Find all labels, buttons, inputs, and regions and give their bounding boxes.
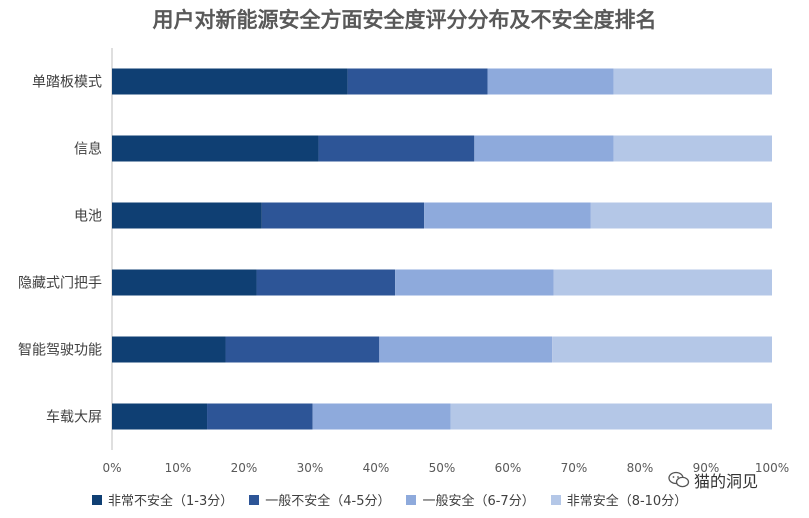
bar-6-series-2 (207, 403, 313, 430)
bar-5-series-3 (379, 336, 553, 363)
x-tick-label: 100% (755, 461, 789, 475)
bar-3-series-1 (112, 202, 262, 229)
x-tick-label: 80% (627, 461, 654, 475)
watermark-text: 猫的洞见 (694, 472, 759, 491)
x-tick-label: 60% (495, 461, 522, 475)
bar-1-series-3 (487, 68, 614, 95)
bar-1-series-2 (347, 68, 488, 95)
category-label: 电池 (74, 209, 102, 225)
x-tick-label: 40% (363, 461, 390, 475)
legend-label: 一般不安全（4-5分） (265, 494, 391, 509)
x-tick-label: 50% (429, 461, 456, 475)
bar-4-series-4 (553, 269, 772, 296)
legend-item-4: 非常安全（8-10分） (550, 490, 688, 509)
category-label: 信息 (74, 141, 102, 158)
bar-5-series-4 (552, 336, 772, 363)
x-tick-label: 0% (102, 461, 121, 475)
bar-3-series-4 (590, 202, 772, 229)
legend-swatch (92, 494, 102, 505)
legend-swatch (249, 494, 260, 505)
category-label: 单踏板模式 (32, 75, 102, 91)
bar-6-series-3 (312, 403, 451, 430)
legend-swatch (550, 494, 561, 505)
legend-label: 非常安全（8-10分） (566, 494, 688, 509)
bar-1-series-1 (112, 68, 348, 95)
bar-4-series-3 (395, 269, 554, 296)
bar-4-series-2 (256, 269, 396, 296)
wechat-icon (668, 471, 690, 488)
bar-6-series-1 (112, 403, 208, 430)
category-label: 隐藏式门把手 (18, 276, 102, 292)
legend-item-3: 一般安全（6-7分） (406, 490, 535, 509)
bar-2-series-1 (112, 135, 319, 162)
watermark: 猫的洞见 (668, 468, 758, 492)
bar-4-series-1 (112, 269, 257, 296)
category-label: 车载大屏 (46, 409, 102, 426)
category-label: 智能驾驶功能 (18, 343, 102, 359)
bar-2-series-2 (318, 135, 475, 162)
bar-5-series-2 (225, 336, 380, 363)
x-tick-label: 70% (561, 461, 588, 475)
legend-label: 非常不安全（1-3分） (108, 494, 234, 509)
bar-2-series-3 (474, 135, 614, 162)
bar-3-series-3 (424, 202, 591, 229)
x-tick-label: 30% (297, 461, 324, 475)
x-tick-label: 10% (165, 461, 192, 475)
legend-item-1: 非常不安全（1-3分） (92, 490, 233, 509)
x-tick-label: 20% (231, 461, 258, 475)
legend-label: 一般安全（6-7分） (422, 494, 535, 509)
bar-1-series-4 (613, 68, 772, 95)
bar-3-series-2 (261, 202, 425, 229)
bar-5-series-1 (112, 336, 226, 363)
legend-item-2: 一般不安全（4-5分） (249, 490, 390, 509)
bar-2-series-4 (613, 135, 772, 162)
legend: 非常不安全（1-3分） 一般不安全（4-5分） 一般安全（6-7分） 非常安全（8-1… (92, 490, 703, 509)
x-tick-label: 90% (693, 461, 720, 475)
legend-swatch (406, 494, 417, 505)
bar-6-series-4 (450, 403, 772, 430)
chart-title: 用户对新能源安全方面安全度评分分布及不安全度排名 (152, 8, 657, 32)
